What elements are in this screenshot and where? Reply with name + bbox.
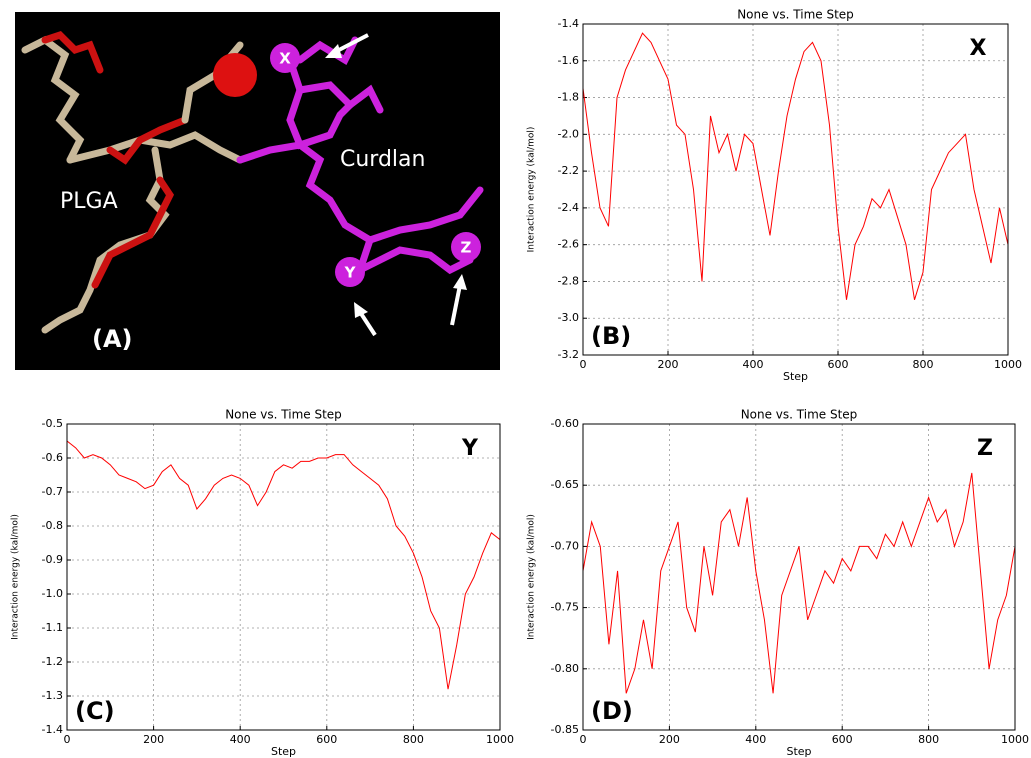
y-tick-label: -1.4 bbox=[558, 17, 579, 30]
y-axis-label: Interaction energy (kal/mol) bbox=[527, 514, 537, 640]
x-tick-label: 0 bbox=[64, 733, 71, 746]
y-tick-label: -2.6 bbox=[558, 238, 579, 251]
x-tick-label: 400 bbox=[743, 358, 764, 371]
series-annotation: Z bbox=[977, 436, 993, 461]
molecule-panel: PLGA Curdlan X Y Z (A) bbox=[15, 12, 500, 370]
y-tick-label: -1.3 bbox=[42, 689, 63, 702]
x-tick-label: 800 bbox=[918, 733, 939, 746]
panel-label: (B) bbox=[591, 322, 631, 350]
y-tick-label: -2.4 bbox=[558, 201, 579, 214]
site-label: Y bbox=[344, 264, 357, 282]
molecule-label: PLGA bbox=[60, 189, 118, 214]
x-tick-label: 800 bbox=[403, 733, 424, 746]
y-axis-label: Interaction energy (kal/mol) bbox=[527, 127, 537, 253]
y-tick-label: -0.60 bbox=[551, 417, 579, 430]
y-tick-label: -1.6 bbox=[558, 54, 579, 67]
ion-sphere bbox=[213, 53, 257, 97]
y-tick-label: -0.85 bbox=[551, 723, 579, 736]
x-tick-label: 1000 bbox=[486, 733, 514, 746]
x-tick-label: 400 bbox=[745, 733, 766, 746]
x-axis-label: Step bbox=[786, 745, 811, 758]
y-tick-label: -3.2 bbox=[558, 348, 579, 361]
x-tick-label: 1000 bbox=[1001, 733, 1029, 746]
plot-area bbox=[67, 424, 500, 730]
y-tick-label: -1.2 bbox=[42, 655, 63, 668]
y-tick-label: -1.8 bbox=[558, 91, 579, 104]
x-tick-label: 600 bbox=[828, 358, 849, 371]
y-tick-label: -1.1 bbox=[42, 621, 63, 634]
panel-label: (A) bbox=[92, 325, 133, 353]
y-tick-label: -0.8 bbox=[42, 519, 63, 532]
y-tick-label: -2.8 bbox=[558, 274, 579, 287]
site-label: X bbox=[279, 50, 291, 68]
y-tick-label: -0.80 bbox=[551, 662, 579, 675]
y-tick-label: -2.2 bbox=[558, 164, 579, 177]
y-tick-label: -0.7 bbox=[42, 485, 63, 498]
series-annotation: X bbox=[970, 36, 987, 61]
y-axis-label: Interaction energy (kal/mol) bbox=[11, 514, 21, 640]
x-tick-label: 200 bbox=[143, 733, 164, 746]
molecule-label: Curdlan bbox=[340, 147, 425, 172]
x-tick-label: 800 bbox=[913, 358, 934, 371]
chart-title: None vs. Time Step bbox=[737, 8, 854, 22]
panel-label: (C) bbox=[75, 697, 115, 725]
plot-area bbox=[583, 424, 1015, 730]
x-tick-label: 600 bbox=[832, 733, 853, 746]
y-tick-label: -0.6 bbox=[42, 451, 63, 464]
x-tick-label: 400 bbox=[230, 733, 251, 746]
x-axis-label: Step bbox=[271, 745, 296, 758]
x-tick-label: 0 bbox=[580, 358, 587, 371]
plot-area bbox=[583, 24, 1008, 355]
x-tick-label: 600 bbox=[316, 733, 337, 746]
y-tick-label: -2.0 bbox=[558, 127, 579, 140]
y-tick-label: -1.0 bbox=[42, 587, 63, 600]
site-label: Z bbox=[461, 239, 472, 257]
y-tick-label: -0.75 bbox=[551, 601, 579, 614]
x-tick-label: 1000 bbox=[994, 358, 1022, 371]
figure: PLGA Curdlan X Y Z (A) -3.2 -3.0 -2.8 -2.6 -… bbox=[0, 0, 1031, 758]
y-tick-label: -0.65 bbox=[551, 478, 579, 491]
y-tick-label: -0.5 bbox=[42, 417, 63, 430]
y-tick-label: -0.9 bbox=[42, 553, 63, 566]
x-tick-label: 0 bbox=[580, 733, 587, 746]
y-tick-label: -0.70 bbox=[551, 539, 579, 552]
y-tick-label: -3.0 bbox=[558, 311, 579, 324]
panel-label: (D) bbox=[591, 697, 633, 725]
chart-title: None vs. Time Step bbox=[741, 408, 858, 422]
x-tick-label: 200 bbox=[658, 358, 679, 371]
y-tick-label: -1.4 bbox=[42, 723, 63, 736]
series-annotation: Y bbox=[461, 436, 479, 461]
x-axis-label: Step bbox=[783, 370, 808, 383]
x-tick-label: 200 bbox=[659, 733, 680, 746]
chart-title: None vs. Time Step bbox=[225, 408, 342, 422]
